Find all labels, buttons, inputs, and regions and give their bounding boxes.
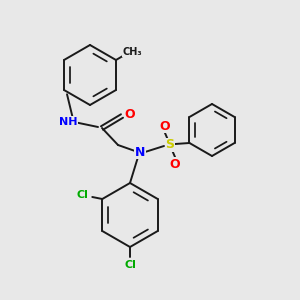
Text: NH: NH bbox=[59, 117, 77, 127]
Text: Cl: Cl bbox=[124, 260, 136, 270]
Text: O: O bbox=[170, 158, 180, 170]
Text: S: S bbox=[166, 139, 175, 152]
Text: N: N bbox=[135, 146, 145, 158]
Text: Cl: Cl bbox=[76, 190, 88, 200]
Text: O: O bbox=[125, 107, 135, 121]
Text: CH₃: CH₃ bbox=[122, 47, 142, 57]
Text: O: O bbox=[160, 119, 170, 133]
